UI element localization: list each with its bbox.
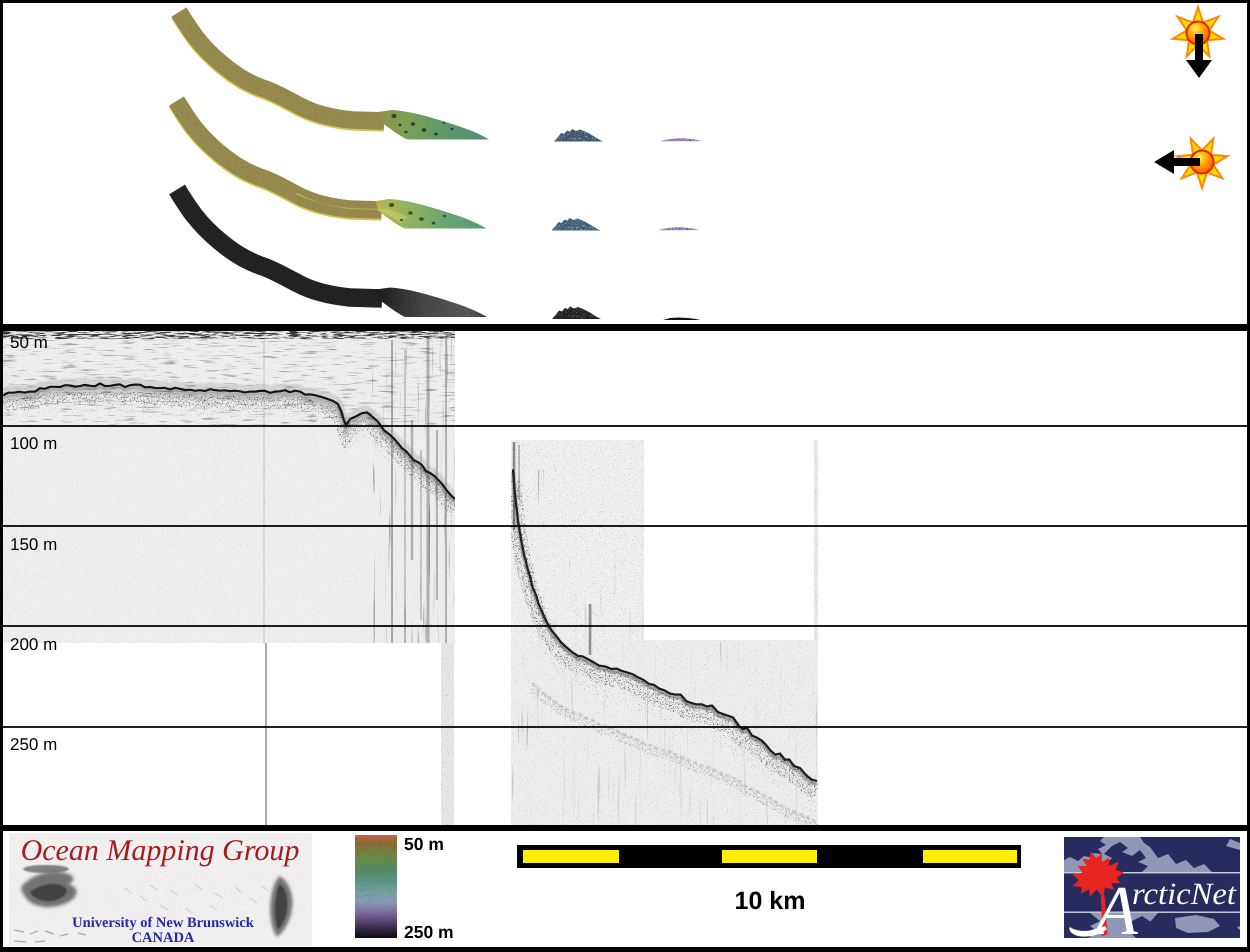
svg-text:250 m: 250 m bbox=[10, 735, 57, 754]
svg-text:50 m: 50 m bbox=[404, 834, 444, 854]
svg-text:rcticNet: rcticNet bbox=[1132, 876, 1237, 911]
svg-text:150 m: 150 m bbox=[10, 535, 57, 554]
svg-text:Ocean Mapping Group: Ocean Mapping Group bbox=[21, 834, 300, 867]
svg-text:A: A bbox=[1091, 873, 1138, 950]
svg-text:250 m: 250 m bbox=[404, 922, 454, 942]
svg-text:University of New Brunswick: University of New Brunswick bbox=[72, 915, 255, 931]
svg-text:10 km: 10 km bbox=[735, 887, 806, 915]
svg-text:200 m: 200 m bbox=[10, 635, 57, 654]
svg-text:50 m: 50 m bbox=[10, 333, 48, 352]
svg-text:100 m: 100 m bbox=[10, 434, 57, 453]
svg-text:CANADA: CANADA bbox=[132, 930, 195, 946]
